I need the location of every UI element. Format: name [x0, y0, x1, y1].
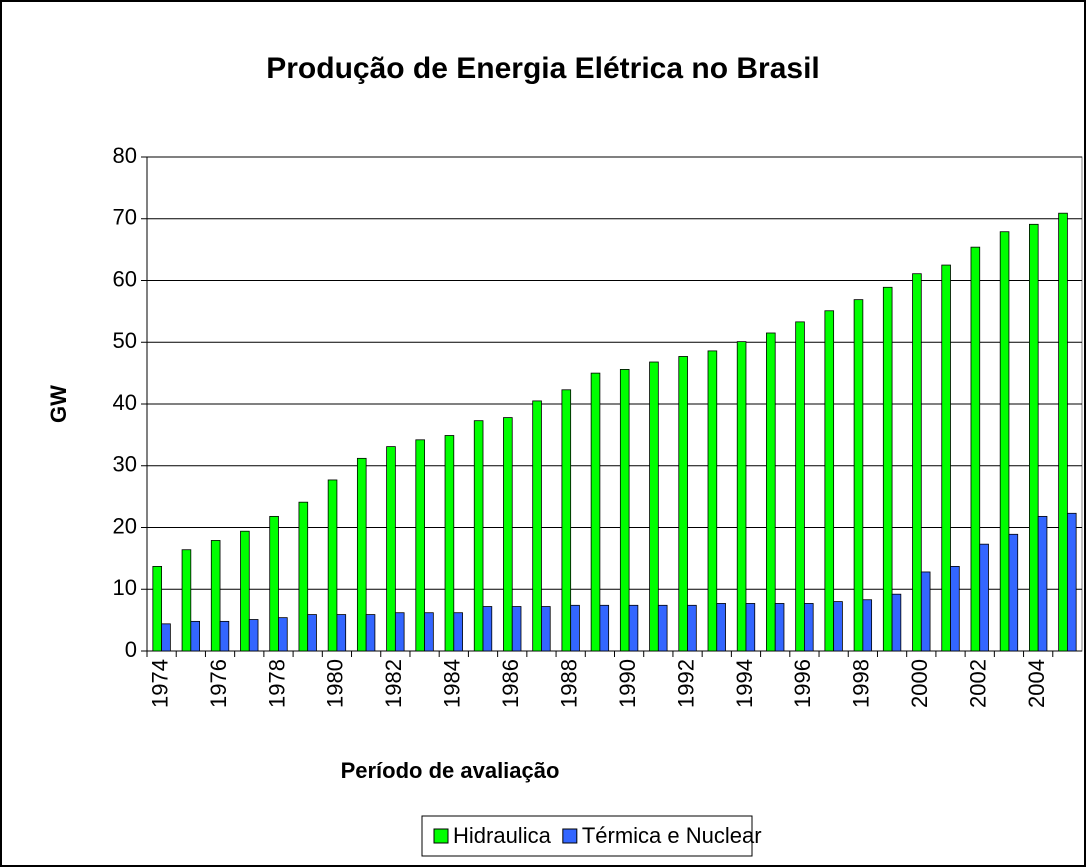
legend-label: Hidraulica: [453, 823, 552, 848]
y-tick-label: 10: [113, 575, 137, 600]
bar: [649, 361, 659, 652]
bar: [619, 369, 630, 652]
bar: [415, 439, 425, 652]
bar: [444, 435, 455, 652]
bar: [657, 604, 668, 652]
x-tick-label: 1984: [440, 659, 465, 708]
bar: [628, 604, 639, 652]
bar: [590, 372, 601, 652]
bar: [882, 286, 893, 652]
bar: [453, 612, 463, 652]
bar: [541, 606, 551, 652]
bar: [219, 620, 230, 652]
bar: [795, 321, 805, 652]
bar: [561, 389, 572, 652]
bar: [970, 246, 981, 652]
y-tick-label: 0: [125, 637, 137, 662]
x-tick-label: 2002: [966, 659, 991, 708]
chart-title: Produção de Energia Elétrica no Brasil: [266, 52, 820, 85]
bar: [307, 614, 317, 652]
bar: [687, 604, 697, 652]
bar: [853, 299, 864, 652]
bar: [161, 623, 171, 652]
bar: [1029, 223, 1039, 652]
x-tick-label: 2000: [907, 659, 932, 708]
bar: [190, 620, 200, 652]
bar: [473, 420, 484, 652]
bar: [599, 604, 610, 652]
bar: [386, 446, 396, 652]
bar: [736, 341, 747, 652]
bar: [1058, 212, 1068, 652]
bar: [336, 614, 347, 652]
x-tick-label: 1996: [790, 659, 815, 708]
x-tick-label: 1992: [673, 659, 698, 708]
bar: [240, 530, 250, 652]
bar: [424, 612, 434, 652]
x-tick-label: 1988: [556, 659, 581, 708]
x-tick-label: 1994: [732, 659, 757, 708]
y-tick-label: 60: [113, 266, 137, 291]
y-tick-label: 80: [113, 143, 137, 168]
x-tick-label: 1976: [206, 659, 231, 708]
bar: [891, 593, 902, 652]
x-tick-label: 1974: [147, 659, 172, 708]
legend-label: Térmica e Nuclear: [582, 823, 762, 848]
y-axis-title: GW: [46, 385, 71, 423]
bar: [833, 601, 843, 652]
legend-box: [421, 815, 753, 857]
bar: [950, 566, 960, 652]
bar: [570, 604, 580, 652]
y-tick-label: 20: [113, 513, 137, 538]
bar: [707, 350, 718, 652]
y-tick-label: 70: [113, 205, 137, 230]
bar: [532, 400, 542, 652]
bar: [920, 571, 931, 652]
bar: [1008, 533, 1019, 652]
x-tick-label: 1990: [615, 659, 640, 708]
legend-swatch: [562, 828, 578, 844]
bar: [327, 479, 338, 652]
bar: [181, 549, 192, 652]
bar: [365, 614, 376, 652]
bar: [804, 603, 814, 652]
bar: [298, 501, 309, 652]
bar: [356, 457, 367, 652]
bar: [503, 417, 513, 652]
bar: [278, 617, 288, 652]
x-tick-label: 1986: [498, 659, 523, 708]
x-axis-title: Período de avaliação: [341, 758, 560, 783]
x-tick-label: 1998: [849, 659, 874, 708]
bar: [152, 566, 163, 652]
y-tick-label: 40: [113, 390, 137, 415]
bar: [766, 332, 776, 652]
x-tick-label: 1980: [323, 659, 348, 708]
x-tick-label: 1978: [264, 659, 289, 708]
bar: [912, 273, 922, 652]
x-tick-label: 2004: [1024, 659, 1049, 708]
bar: [824, 310, 835, 652]
bar: [941, 264, 951, 652]
y-tick-label: 30: [113, 452, 137, 477]
bar: [248, 619, 259, 652]
bar: [678, 356, 688, 652]
bar: [862, 599, 873, 652]
bar: [394, 612, 405, 652]
bar: [210, 540, 221, 652]
bar: [999, 231, 1010, 652]
bar: [774, 603, 785, 652]
bar: [482, 606, 493, 652]
bar: [745, 603, 756, 652]
bar: [716, 603, 726, 652]
bar: [1066, 512, 1077, 652]
bar: [979, 543, 989, 652]
bar: [511, 606, 522, 652]
y-tick-label: 50: [113, 328, 137, 353]
legend-swatch: [433, 828, 449, 844]
x-tick-label: 1982: [381, 659, 406, 708]
bar: [1037, 515, 1048, 652]
bar: [269, 515, 279, 652]
